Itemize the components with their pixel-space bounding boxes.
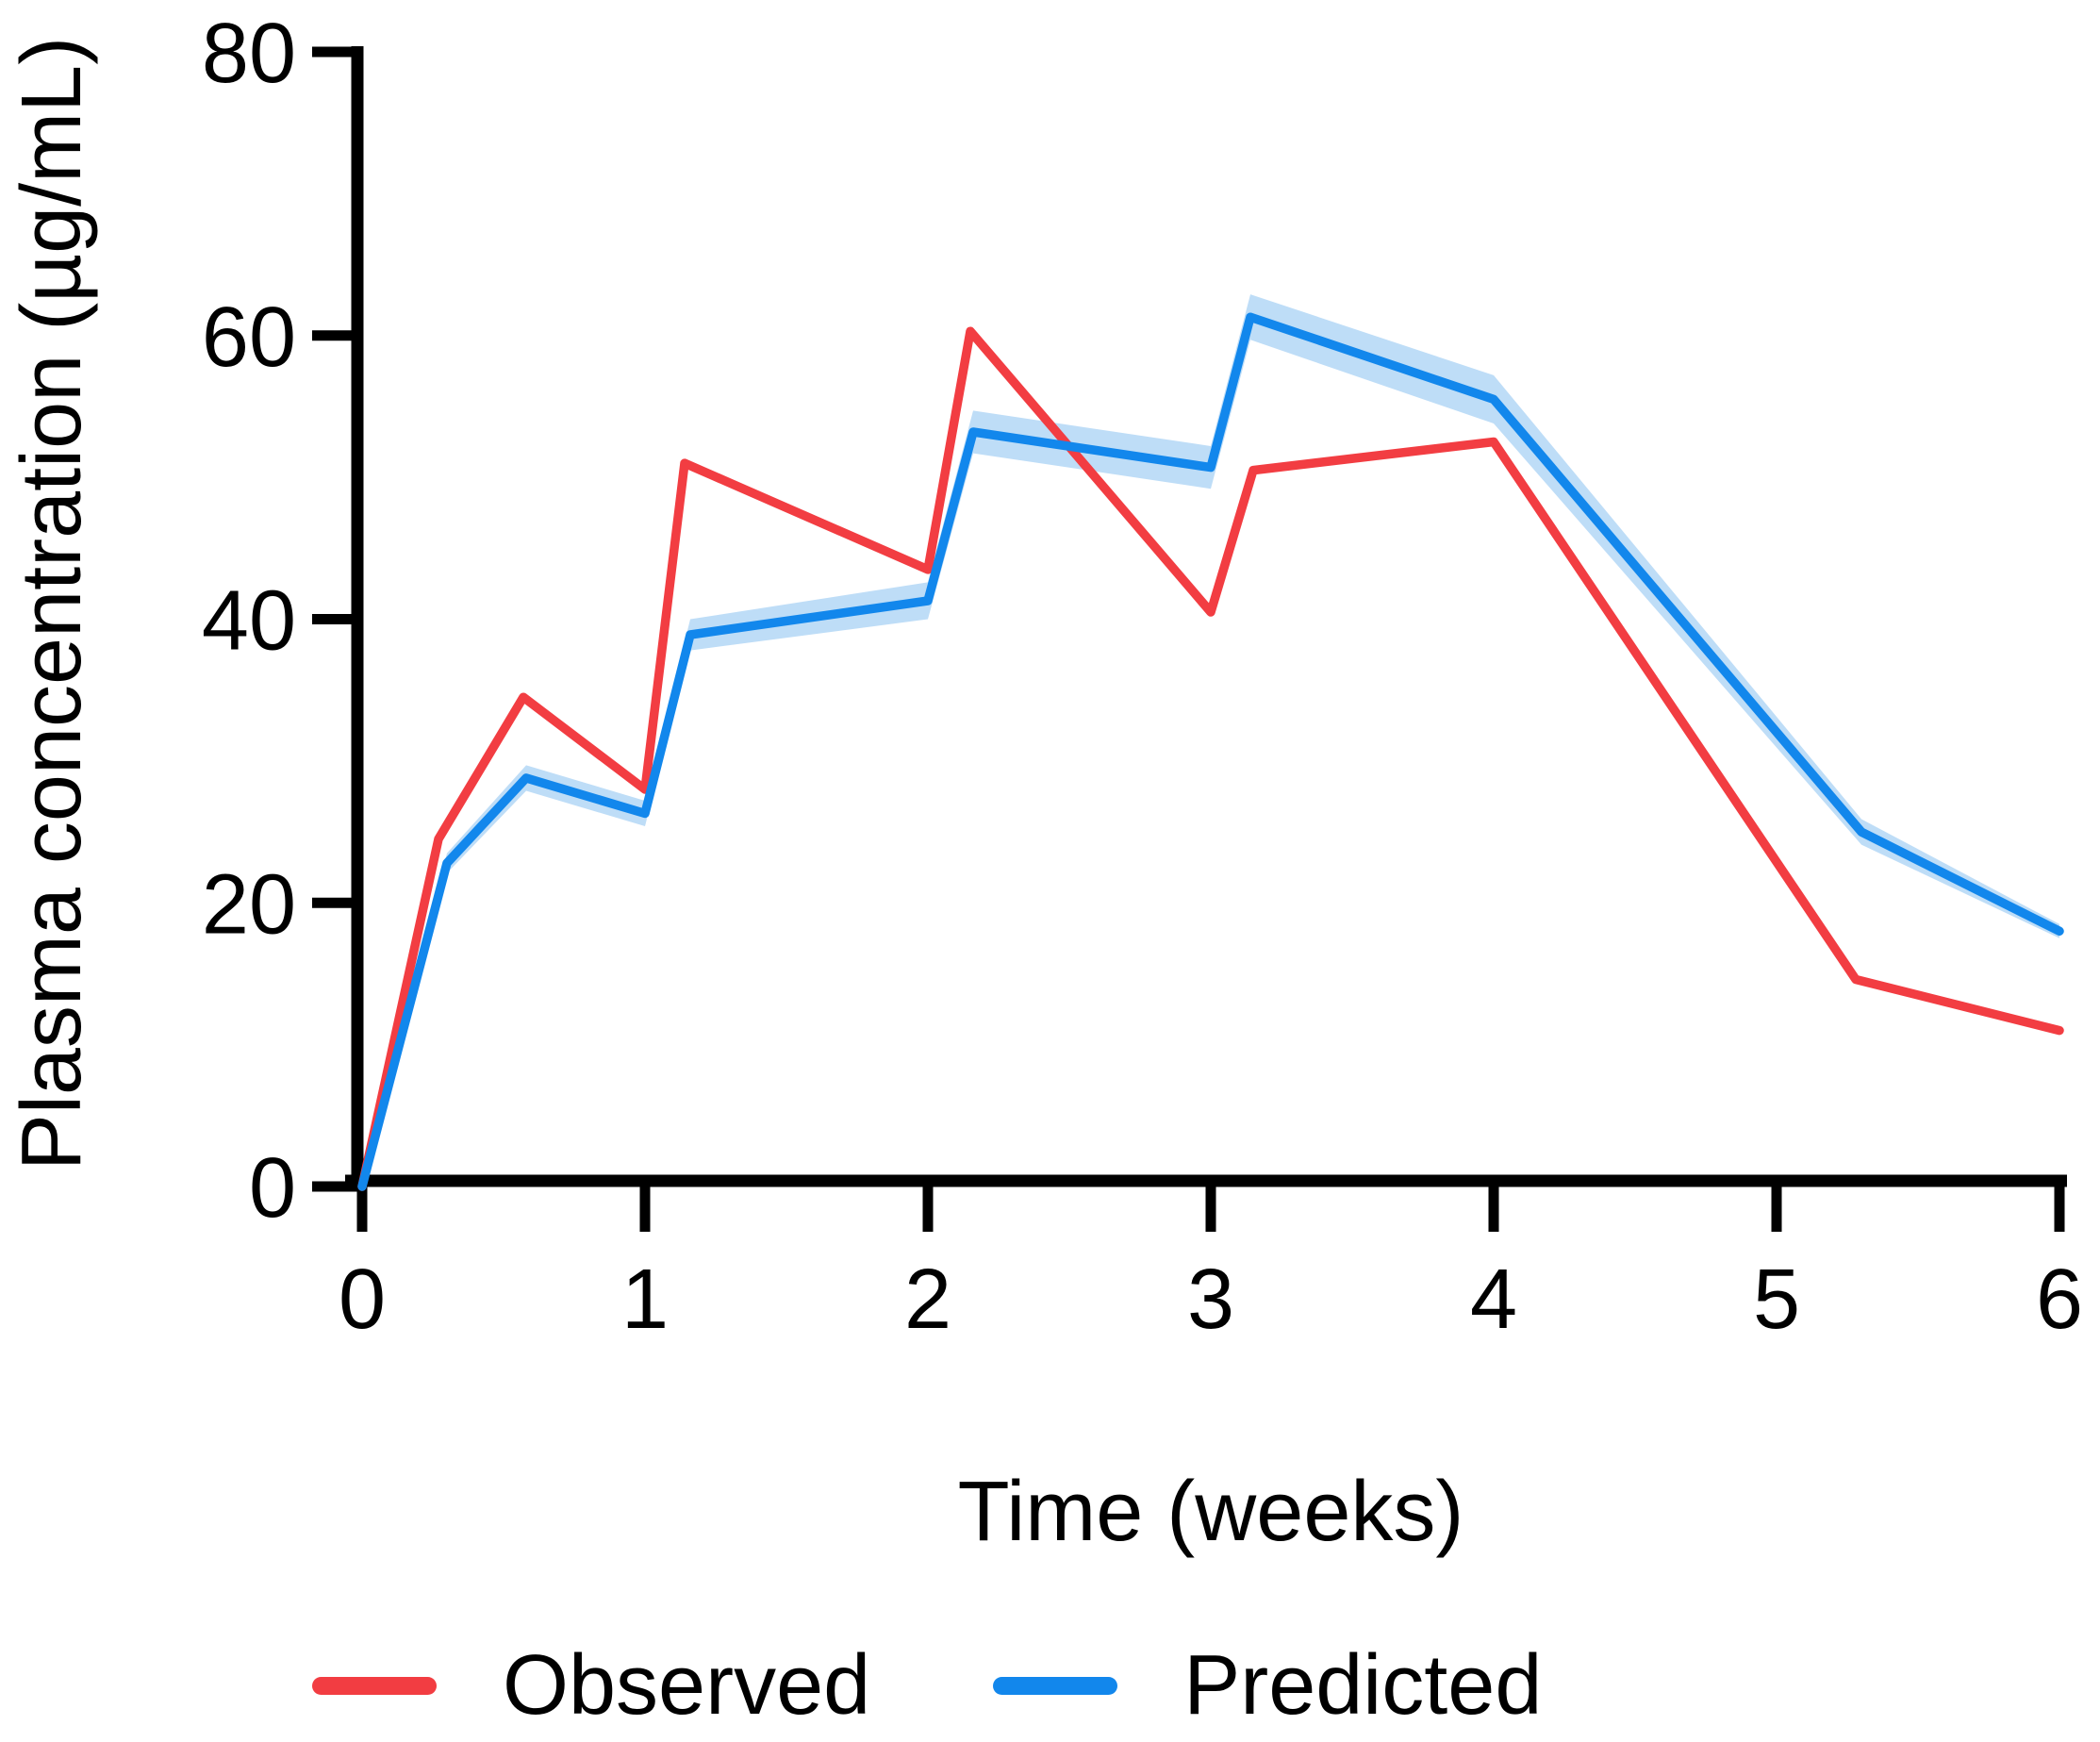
predicted-line-swatch bbox=[993, 1676, 1118, 1695]
y-axis-title: Plasma concentration (µg/mL) bbox=[5, 36, 99, 1171]
y-tick-label: 20 bbox=[202, 857, 296, 952]
y-tick-label: 60 bbox=[202, 290, 296, 385]
x-tick-label: 0 bbox=[339, 1253, 386, 1347]
x-tick-label: 5 bbox=[1753, 1253, 1800, 1347]
legend-item-predicted: Predicted bbox=[993, 1634, 1542, 1737]
x-tick-label: 2 bbox=[904, 1253, 951, 1347]
x-tick-label: 4 bbox=[1470, 1253, 1517, 1347]
predicted-ci-band bbox=[362, 294, 2059, 1190]
observed-legend-label: Observed bbox=[503, 1638, 871, 1733]
x-tick-label: 6 bbox=[2036, 1253, 2083, 1347]
x-tick-label: 3 bbox=[1187, 1253, 1234, 1347]
legend-item-observed: Observed bbox=[312, 1634, 870, 1737]
y-tick-label: 40 bbox=[202, 574, 296, 669]
predicted-legend-label: Predicted bbox=[1183, 1638, 1543, 1733]
observed-line bbox=[357, 326, 2064, 1191]
y-tick-label: 80 bbox=[202, 7, 296, 101]
x-tick-label: 1 bbox=[621, 1253, 669, 1347]
x-axis-title: Time (weeks) bbox=[957, 1465, 1464, 1559]
predicted-line bbox=[357, 312, 2064, 1191]
legend: Observed Predicted bbox=[312, 1634, 1542, 1737]
y-tick-label: 0 bbox=[249, 1141, 296, 1236]
observed-line-swatch bbox=[312, 1676, 437, 1695]
